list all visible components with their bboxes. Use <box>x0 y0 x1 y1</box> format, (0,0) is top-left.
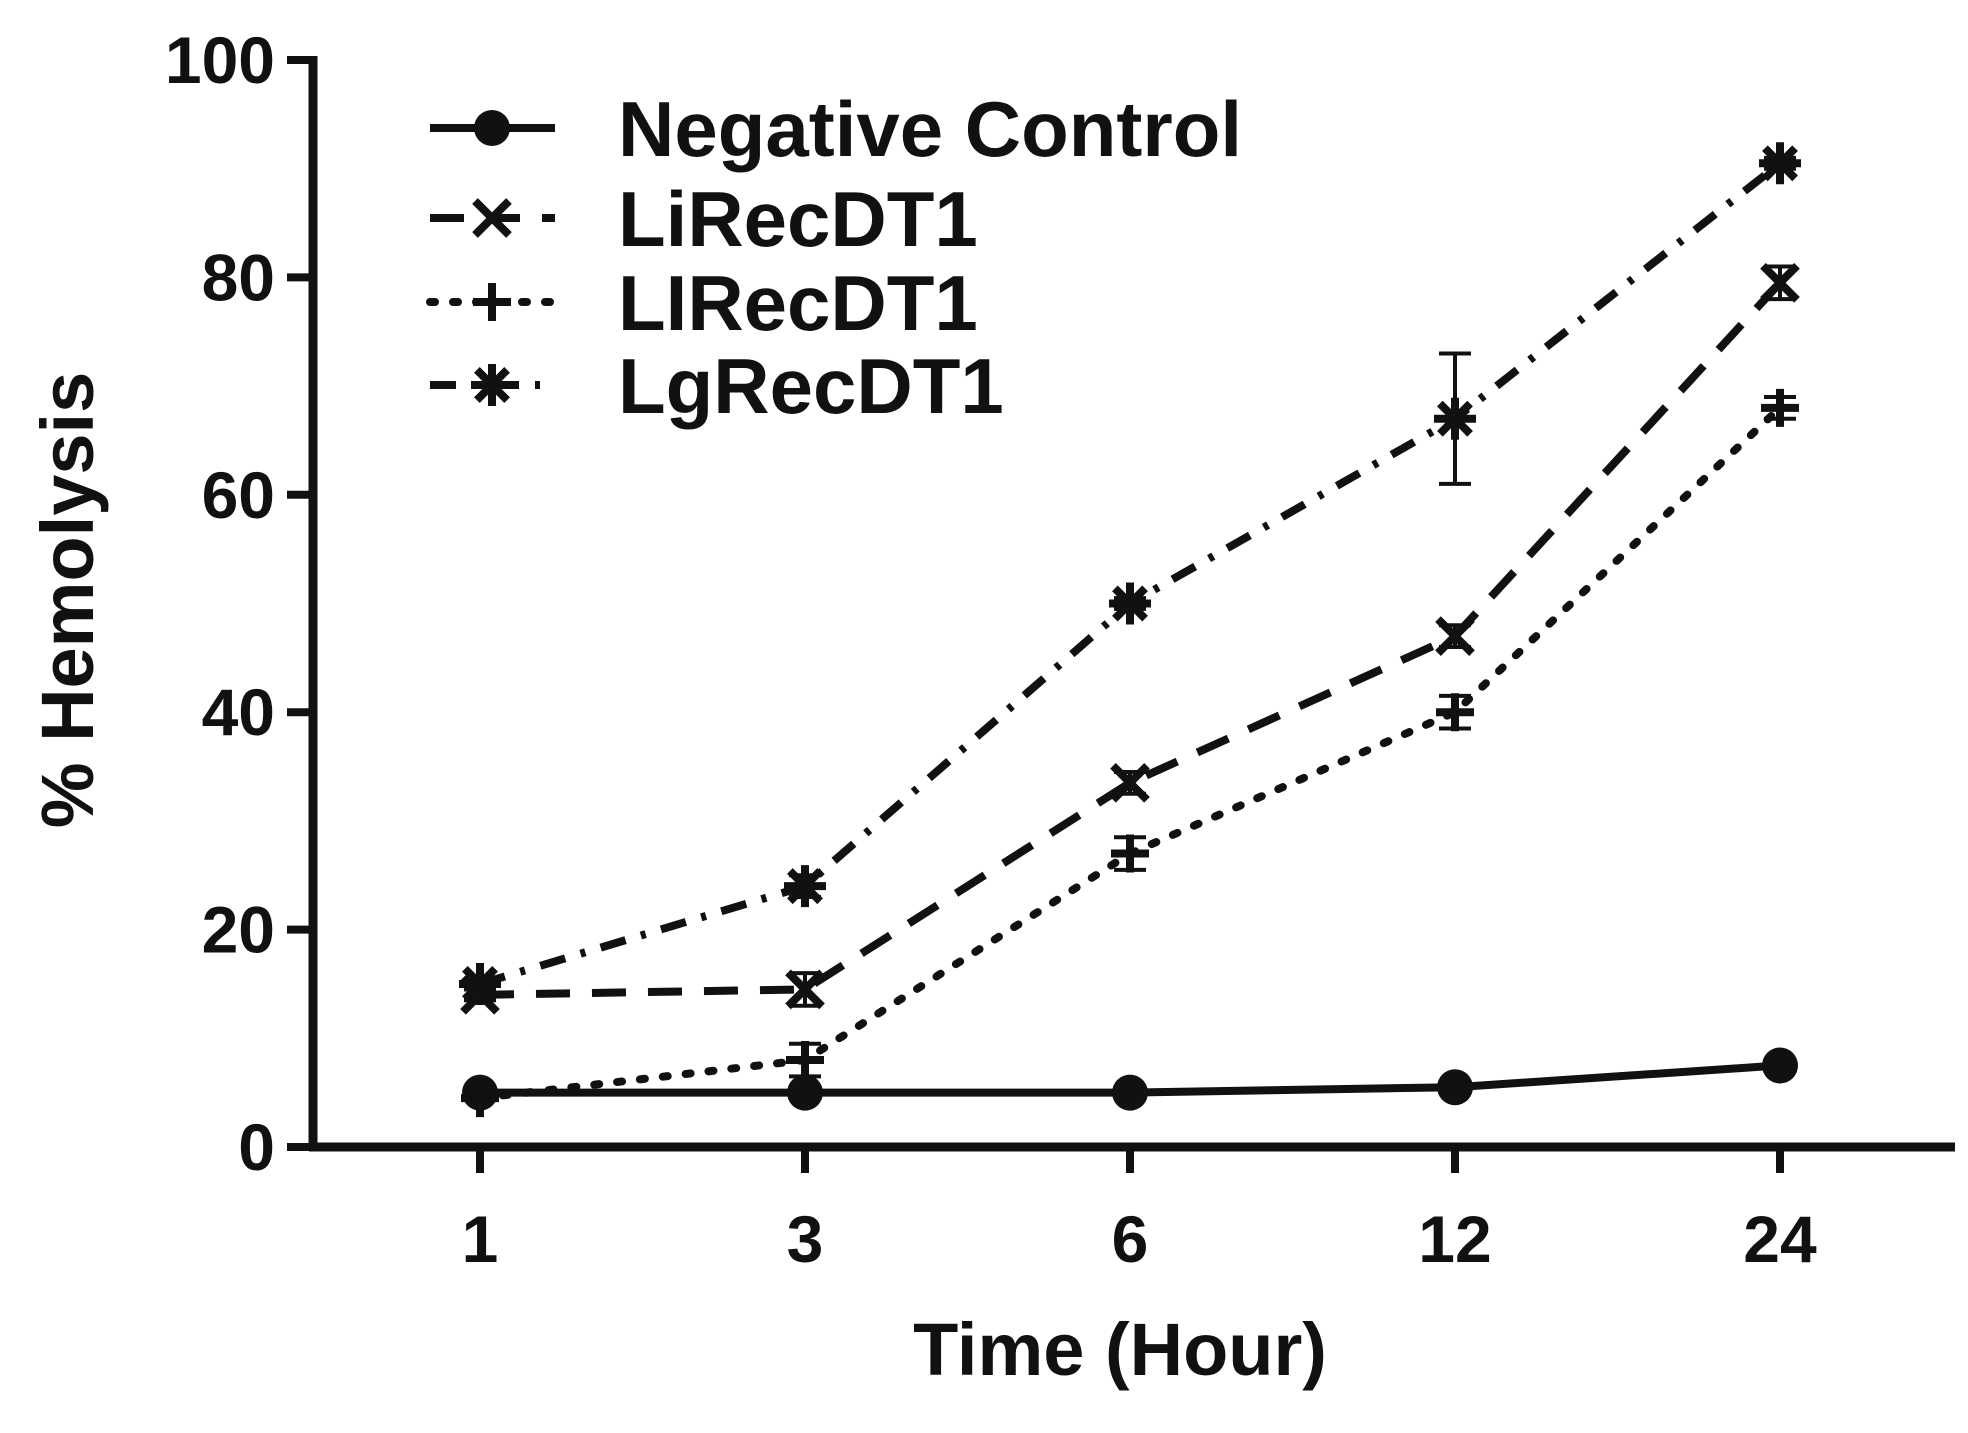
data-point <box>786 1041 824 1080</box>
data-point <box>1762 1047 1798 1084</box>
data-point <box>1110 763 1150 803</box>
legend-marker <box>474 110 510 146</box>
y-tick-label: 40 <box>202 675 275 749</box>
y-tick-label: 20 <box>202 893 275 967</box>
data-point <box>459 962 501 1005</box>
asterisk-marker-stroke <box>1437 400 1473 437</box>
x-tick-label: 1 <box>462 1202 499 1276</box>
asterisk-marker-stroke <box>462 966 498 1002</box>
x-marker-stroke <box>1110 763 1150 803</box>
legend-item: Negative Control <box>430 85 1242 173</box>
y-tick-label: 60 <box>202 458 275 532</box>
asterisk-marker-stroke <box>1762 145 1798 182</box>
legend-item: LIRecDT1 <box>426 259 978 347</box>
circle-marker-dot <box>1437 1069 1473 1106</box>
x-marker-stroke <box>1760 263 1800 303</box>
data-point <box>784 865 826 908</box>
data-point <box>1436 693 1474 732</box>
data-point <box>785 969 825 1010</box>
asterisk-marker-stroke <box>474 367 510 403</box>
series-asterisk <box>459 142 1801 1005</box>
legend-label: LiRecDT1 <box>618 175 978 263</box>
legend-label: LIRecDT1 <box>618 259 978 347</box>
series-circle <box>462 1047 1798 1111</box>
data-point <box>1760 263 1800 303</box>
x-marker-stroke <box>1435 616 1475 656</box>
legend-label: Negative Control <box>618 85 1242 173</box>
asterisk-marker-stroke <box>787 868 823 905</box>
circle-marker-dot <box>787 1074 823 1111</box>
data-point <box>1437 1069 1473 1106</box>
data-point <box>787 1074 823 1111</box>
legend-marker <box>472 198 512 238</box>
y-axis-title: % Hemolysis <box>26 372 109 829</box>
x-marker-stroke <box>472 198 512 238</box>
x-tick-label: 12 <box>1418 1202 1491 1276</box>
legend-marker <box>471 364 513 406</box>
y-tick-label: 80 <box>202 240 275 314</box>
data-point <box>1112 1074 1148 1111</box>
asterisk-marker-stroke <box>1112 585 1148 622</box>
circle-marker-dot <box>474 110 510 146</box>
data-point <box>461 1079 499 1118</box>
data-point <box>1761 388 1799 427</box>
data-point <box>1434 397 1476 440</box>
circle-marker-dot <box>1112 1074 1148 1111</box>
x-marker-stroke <box>785 969 825 1010</box>
x-axis-title: Time (Hour) <box>913 1308 1327 1391</box>
x-tick-label: 3 <box>787 1202 824 1276</box>
legend-label: LgRecDT1 <box>618 342 1004 430</box>
series-layer <box>459 142 1801 1118</box>
data-point <box>1111 834 1149 873</box>
data-point <box>1759 142 1801 185</box>
circle-marker-dot <box>1762 1047 1798 1084</box>
legend-marker <box>473 283 511 321</box>
y-tick-label: 100 <box>165 23 275 97</box>
data-point <box>1435 616 1475 656</box>
legend-item: LiRecDT1 <box>430 175 978 263</box>
data-point <box>1109 582 1151 625</box>
y-tick-label: 0 <box>238 1110 275 1184</box>
legend-item: LgRecDT1 <box>430 342 1004 430</box>
x-tick-label: 24 <box>1743 1202 1817 1276</box>
tick-labels: 0 20 40 60 80 100 1 3 6 12 24 <box>165 23 1817 1276</box>
axes <box>287 56 1955 1173</box>
x-tick-label: 6 <box>1112 1202 1149 1276</box>
series-plus <box>461 388 1799 1118</box>
